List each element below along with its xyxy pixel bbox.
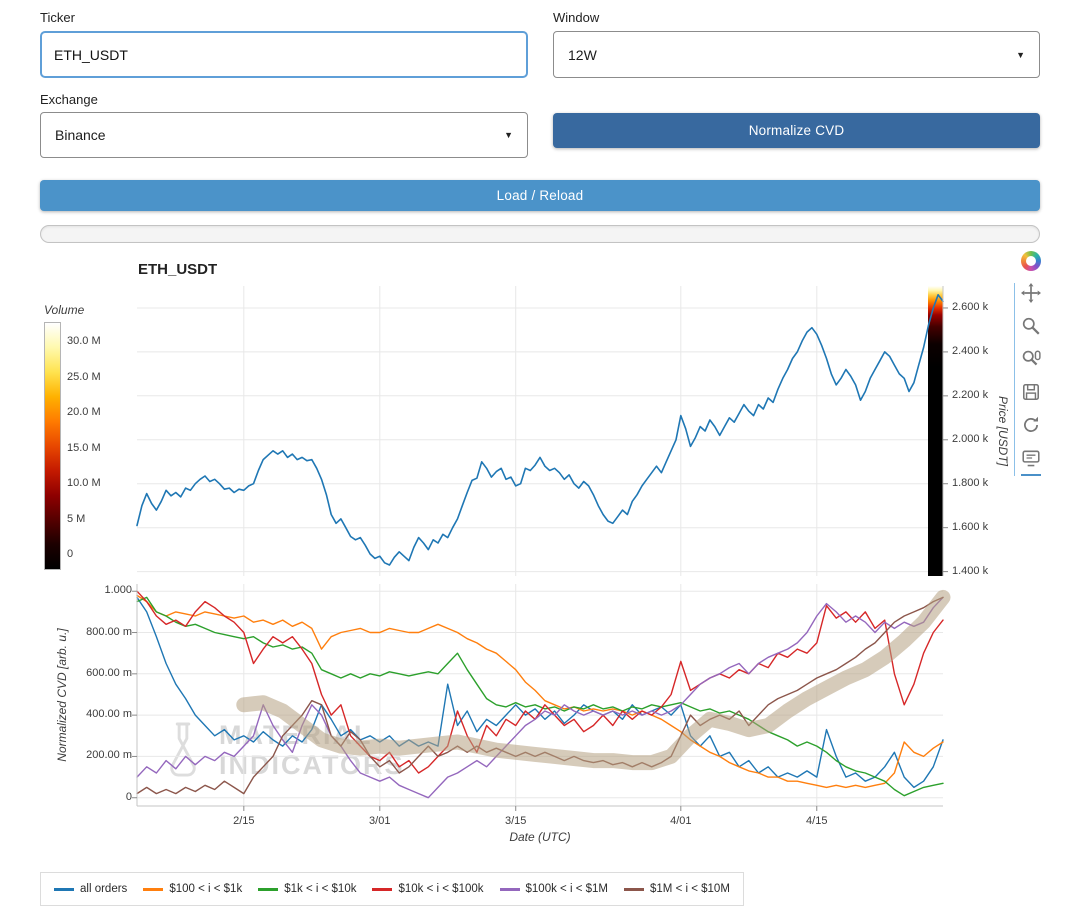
legend-swatch — [258, 887, 279, 891]
tick-label: 2.000 k — [952, 432, 989, 445]
colorbar-title: Volume — [44, 303, 85, 317]
pan-tool-icon[interactable] — [1021, 283, 1041, 303]
tick-label: 1.400 k — [952, 564, 989, 577]
bokeh-logo-icon[interactable] — [1021, 251, 1041, 271]
legend-label: all orders — [80, 883, 128, 895]
x-axis-label: Date (UTC) — [509, 830, 571, 844]
exchange-select-value: Binance — [55, 127, 106, 143]
toolbar-tools — [1014, 283, 1041, 476]
colorbar-tick-label: 25.0 M — [67, 370, 101, 383]
save-tool-icon[interactable] — [1021, 382, 1041, 402]
tick-label: 3/15 — [505, 815, 527, 827]
volume-colorbar — [44, 322, 61, 570]
colorbar-tick-label: 20.0 M — [67, 406, 101, 418]
price-axis-label: Price [USDT] — [996, 395, 1010, 466]
colorbar-tick-label: 15.0 M — [67, 441, 101, 454]
legend-label: $1k < i < $10k — [284, 883, 357, 895]
cvd-axis-label: Normalized CVD [arb. u.] — [55, 628, 69, 762]
tick-label: 3/01 — [369, 815, 391, 827]
reset-tool-icon[interactable] — [1021, 415, 1041, 435]
tick-label: 2.200 k — [952, 388, 989, 401]
legend-swatch — [54, 887, 74, 891]
legend-label: $1M < i < $10M — [650, 883, 730, 895]
tick-label: 1.800 k — [952, 476, 989, 489]
tick-label: 4/01 — [670, 815, 692, 827]
legend-swatch — [624, 887, 644, 891]
tick-label: 1.000 — [104, 584, 132, 597]
watermark-line1: MATERIAL — [219, 720, 373, 750]
legend-item-10k-100k[interactable]: $10k < i < $100k — [372, 883, 484, 895]
legend-label: $100k < i < $1M — [525, 883, 608, 895]
legend-item-1M-10M[interactable]: $1M < i < $10M — [624, 883, 730, 895]
chevron-down-icon: ▼ — [504, 130, 513, 140]
legend-swatch — [372, 887, 393, 891]
chart-title: ETH_USDT — [138, 261, 218, 278]
hover-tool-icon[interactable] — [1021, 448, 1041, 468]
colorbar-tick-label: 0 — [67, 548, 74, 560]
progress-bar — [40, 225, 1040, 243]
window-select[interactable]: 12W ▼ — [553, 31, 1040, 78]
chevron-down-icon: ▼ — [1016, 49, 1025, 60]
colorbar-tick-label: 30.0 M — [67, 335, 101, 347]
tick-label: 1.600 k — [952, 520, 989, 533]
wheel-zoom-tool-icon[interactable] — [1021, 349, 1041, 369]
window-label: Window — [553, 10, 600, 25]
legend-item-1k-10k[interactable]: $1k < i < $10k — [258, 883, 356, 895]
tick-label: 4/15 — [806, 815, 828, 827]
bokeh-toolbar — [1014, 251, 1041, 476]
exchange-select[interactable]: Binance ▼ — [40, 112, 528, 158]
chart-legend: all orders $100 < i < $1k $1k < i < $10k… — [40, 872, 744, 906]
volume-heat-strip — [928, 286, 943, 576]
tick-label: 2/15 — [233, 815, 255, 827]
legend-item-100-1k[interactable]: $100 < i < $1k — [143, 883, 242, 895]
active-tool-indicator — [1021, 474, 1041, 476]
legend-item-all-orders[interactable]: all orders — [54, 883, 127, 895]
legend-swatch — [143, 887, 164, 891]
legend-label: $10k < i < $100k — [398, 883, 484, 895]
tick-label: 2.400 k — [952, 344, 989, 357]
series-price — [136, 293, 944, 566]
window-select-value: 12W — [568, 46, 597, 63]
colorbar-tick-label: 10.0 M — [67, 477, 101, 489]
load-reload-button[interactable]: Load / Reload — [40, 180, 1040, 211]
tick-label: 2.600 k — [952, 300, 989, 313]
ticker-input[interactable] — [40, 31, 528, 78]
flask-icon — [170, 722, 196, 777]
legend-item-100k-1M[interactable]: $100k < i < $1M — [499, 883, 608, 895]
ticker-label: Ticker — [40, 10, 75, 25]
tick-label: 0 — [125, 790, 132, 803]
watermark-line2: INDICATORS — [219, 750, 405, 780]
exchange-label: Exchange — [40, 92, 98, 107]
legend-swatch — [499, 887, 520, 891]
legend-label: $100 < i < $1k — [169, 883, 243, 895]
watermark: MATERIAL INDICATORS — [157, 720, 405, 780]
colorbar-tick-label: 5 M — [67, 512, 86, 525]
box-zoom-tool-icon[interactable] — [1021, 316, 1041, 336]
normalize-cvd-button[interactable]: Normalize CVD — [553, 113, 1040, 148]
